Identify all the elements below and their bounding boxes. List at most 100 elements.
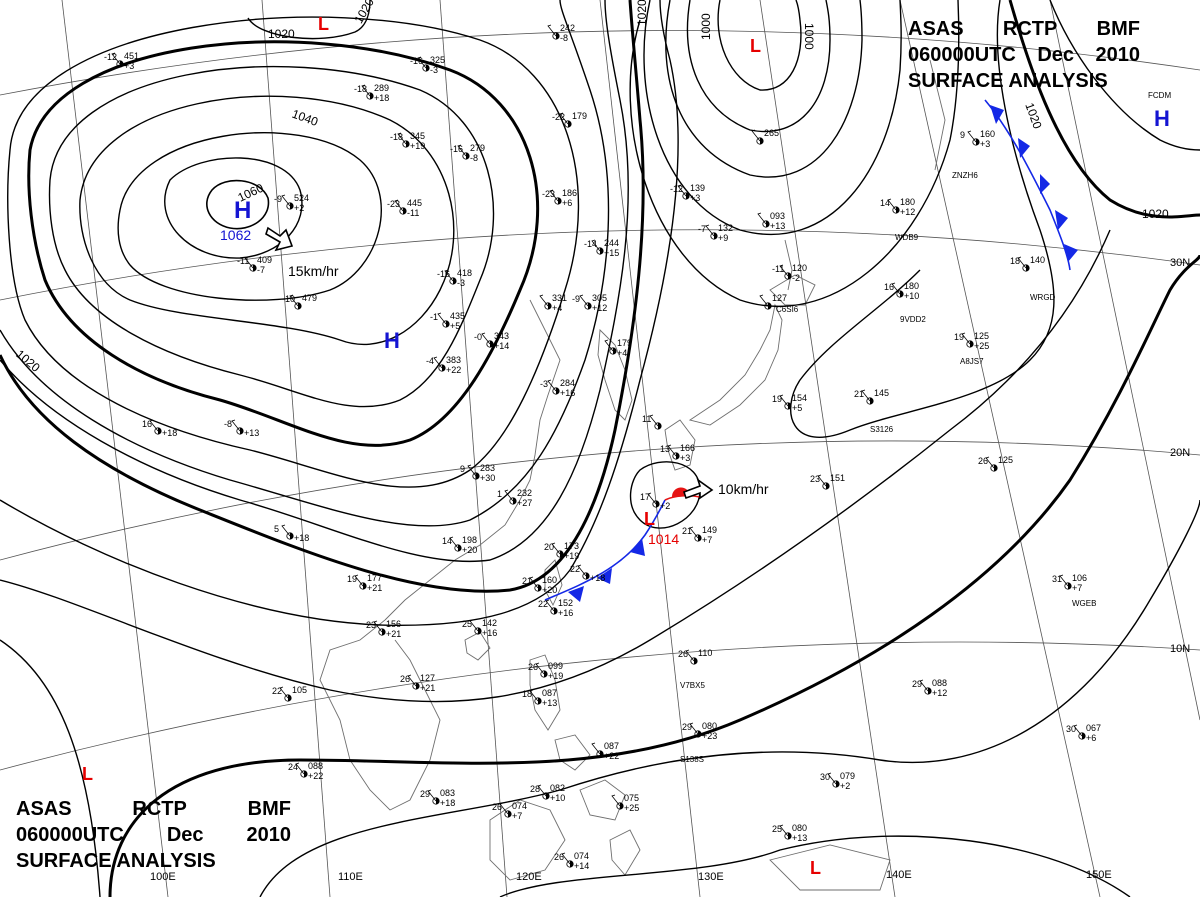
cloud-cover-icon (1026, 264, 1030, 272)
wind-barb-icon (361, 84, 371, 97)
cold-front-ne-barb-3 (1040, 174, 1050, 194)
station-value: 074 (512, 801, 527, 811)
station-value: -2 (792, 273, 800, 283)
wind-barb-icon (579, 294, 589, 307)
ship-callsign: C6SI6 (776, 305, 799, 314)
cloud-cover-icon (556, 32, 560, 40)
parallel-20n (0, 440, 1200, 561)
station-value: +6 (562, 198, 572, 208)
cloud-cover-icon (513, 497, 517, 505)
wind-barb-icon (397, 132, 407, 145)
isobar-1020-ne (1008, 0, 1200, 219)
station-value: 26 (492, 802, 502, 812)
station-value: 23 (366, 620, 376, 630)
station-value: 25 (772, 824, 782, 834)
station-value: +12 (900, 207, 915, 217)
title-center: BMF (247, 798, 291, 820)
station-value: 142 (482, 618, 497, 628)
station-value: 16 (142, 419, 152, 429)
wind-barb-icon (407, 674, 417, 687)
title-line-3: SURFACE ANALYSIS (16, 850, 216, 872)
station-value: +19 (410, 141, 425, 151)
isobar-label: 1000 (802, 23, 816, 50)
isobar-1008-n (643, 0, 902, 236)
station-value: 151 (830, 473, 845, 483)
ship-callsign: FCDM (1148, 91, 1171, 100)
station-value: 26 (978, 456, 988, 466)
station-value: +14 (494, 341, 509, 351)
lat-label: 30N (1170, 257, 1190, 269)
japan-kyushu (664, 419, 696, 471)
station-value: +12 (932, 688, 947, 698)
station-value: +13 (542, 698, 557, 708)
station-value: 16 (884, 282, 894, 292)
cloud-cover-icon (363, 582, 367, 590)
movement-labels: 15km/hr 10km/hr (288, 263, 769, 497)
station-value: 29 (912, 679, 922, 689)
station-value: 345 (410, 131, 425, 141)
cloud-cover-icon (788, 402, 792, 410)
wind-barb-icon (779, 824, 789, 837)
station-value: +21 (367, 583, 382, 593)
meridian-160e (1049, 0, 1200, 721)
isobar-label: 1040 (290, 107, 320, 129)
station-value: 152 (558, 598, 573, 608)
cloud-cover-icon (253, 264, 257, 272)
wind-barb-icon (985, 456, 995, 469)
station-value: 435 (450, 311, 465, 321)
station-value: +12 (592, 303, 607, 313)
station-value: -8 (470, 153, 478, 163)
cloud-cover-icon (458, 544, 462, 552)
wind-barb-icon (677, 184, 687, 197)
wind-barb-icon (373, 620, 383, 633)
isobar-1032 (0, 0, 610, 527)
isobar-1028 (0, 0, 629, 563)
station-value: 139 (690, 183, 705, 193)
title-month: Dec (166, 824, 204, 846)
station-value: -3 (457, 278, 465, 288)
cloud-cover-icon (698, 534, 702, 542)
station-value: 24 (288, 762, 298, 772)
lon-label: 150E (1086, 869, 1112, 881)
lon-label: 120E (516, 871, 542, 883)
station-value: -16 (450, 144, 463, 154)
japan-honshu (688, 303, 783, 426)
cloud-cover-icon (686, 192, 690, 200)
wind-barb-icon (504, 489, 514, 502)
isobar-1016-n (789, 0, 1055, 438)
station-value: +4 (617, 348, 627, 358)
station-value: 28 (530, 784, 540, 794)
cloud-cover-icon (570, 860, 574, 868)
station-value: 451 (124, 51, 139, 61)
wind-barb-icon (469, 619, 479, 632)
station-value: 19 (347, 574, 357, 584)
wind-barb-icon (279, 686, 289, 699)
cloud-cover-icon (120, 60, 124, 68)
cloud-cover-icon (288, 694, 292, 702)
wind-barb-icon (689, 722, 699, 735)
station-value: 198 (462, 535, 477, 545)
station-value: 305 (592, 293, 607, 303)
cloud-cover-icon (476, 472, 480, 480)
cloud-cover-icon (1068, 582, 1072, 590)
wind-barb-icon (289, 294, 299, 307)
wind-barb-icon (887, 198, 897, 211)
luzon (529, 654, 561, 731)
low-center-symbol: L (82, 764, 93, 784)
station-value: +5 (792, 403, 802, 413)
station-value: +30 (480, 473, 495, 483)
isobar-1004 (665, 0, 863, 178)
wind-barb-icon (759, 294, 769, 307)
cloud-cover-icon (446, 320, 450, 328)
cloud-cover-icon (290, 202, 294, 210)
wind-barb-icon (649, 414, 659, 427)
station-value: 099 (548, 661, 563, 671)
wind-barb-icon (705, 224, 715, 237)
graticule-labels: 110E 120E 130E 140E 150E 100E 30N 20N 10… (150, 257, 1190, 883)
cloud-cover-icon (768, 302, 772, 310)
title-year: 2010 (246, 824, 291, 846)
station-value: +2 (840, 781, 850, 791)
station-value: -7 (698, 224, 706, 234)
wind-barb-icon (827, 772, 837, 785)
parallel-30n (0, 229, 1200, 301)
